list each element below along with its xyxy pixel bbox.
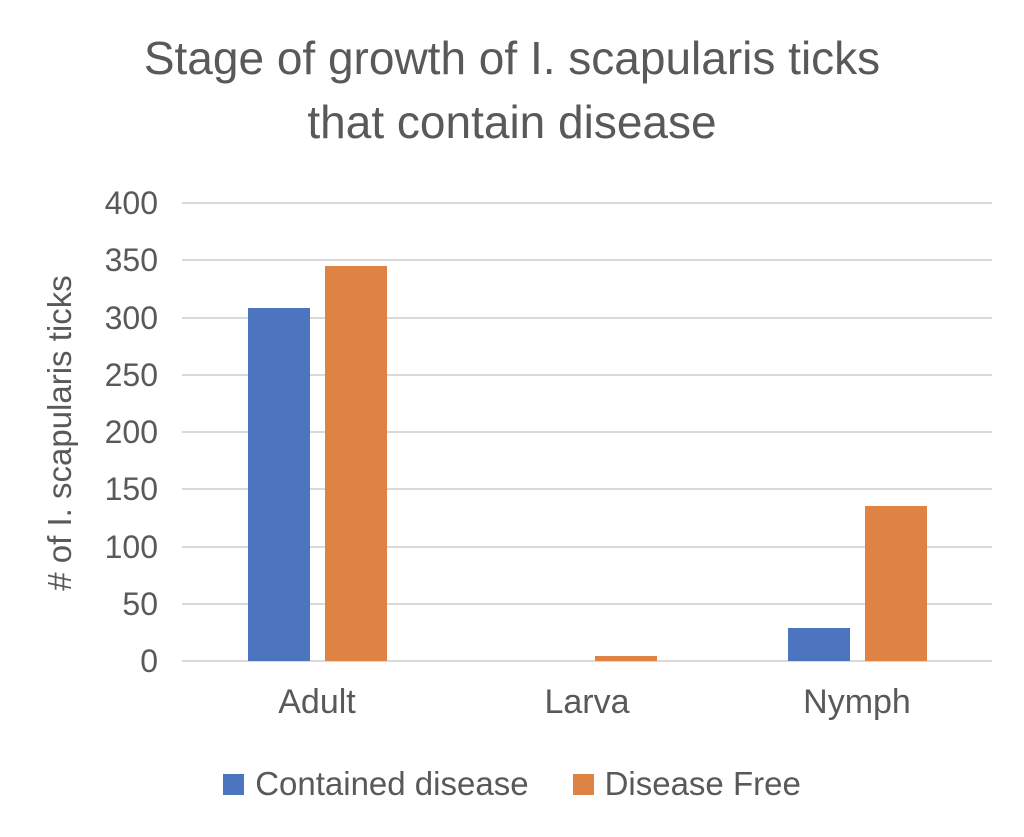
bar-larva-disease-free [594, 656, 657, 661]
y-tick-label-350: 350 [104, 242, 158, 279]
bar-adult-disease-free [324, 265, 387, 661]
gridline-100 [182, 545, 992, 548]
legend-swatch-icon [572, 773, 594, 795]
bar-nymph-disease-free [864, 506, 927, 661]
y-tick-label-150: 150 [104, 471, 158, 508]
chart-title: Stage of growth of I. scapularis ticks t… [0, 26, 1024, 154]
gridline-0 [182, 660, 992, 662]
gridline-400 [182, 202, 992, 204]
y-tick-label-100: 100 [104, 528, 158, 565]
bar-nymph-contained-disease [787, 627, 850, 661]
legend-label: Disease Free [604, 765, 801, 802]
bar-adult-contained-disease [247, 308, 310, 661]
y-tick-label-50: 50 [122, 585, 158, 622]
x-category-label-nymph: Nymph [803, 683, 911, 721]
gridline-50 [182, 602, 992, 605]
x-category-label-larva: Larva [544, 683, 630, 721]
y-tick-label-300: 300 [104, 299, 158, 336]
legend-item-disease-free: Disease Free [572, 765, 801, 802]
y-tick-label-0: 0 [140, 643, 158, 679]
y-tick-label-200: 200 [104, 414, 158, 450]
x-category-label-adult: Adult [278, 683, 356, 721]
plot-area [182, 202, 992, 662]
gridline-150 [182, 488, 992, 491]
gridline-350 [182, 259, 992, 262]
gridline-300 [182, 316, 992, 319]
legend-label: Contained disease [255, 765, 529, 802]
y-tick-label-400: 400 [104, 185, 158, 221]
y-tick-label-250: 250 [104, 356, 158, 393]
chart-title-line-1: Stage of growth of I. scapularis ticks [143, 32, 881, 84]
chart-title-line-2: that contain disease [307, 96, 717, 148]
legend: Contained disease Disease Free [0, 766, 1024, 802]
gridline-250 [182, 373, 992, 376]
gridline-200 [182, 431, 992, 433]
legend-item-contained-disease: Contained disease [223, 765, 529, 802]
legend-swatch-icon [223, 773, 245, 795]
